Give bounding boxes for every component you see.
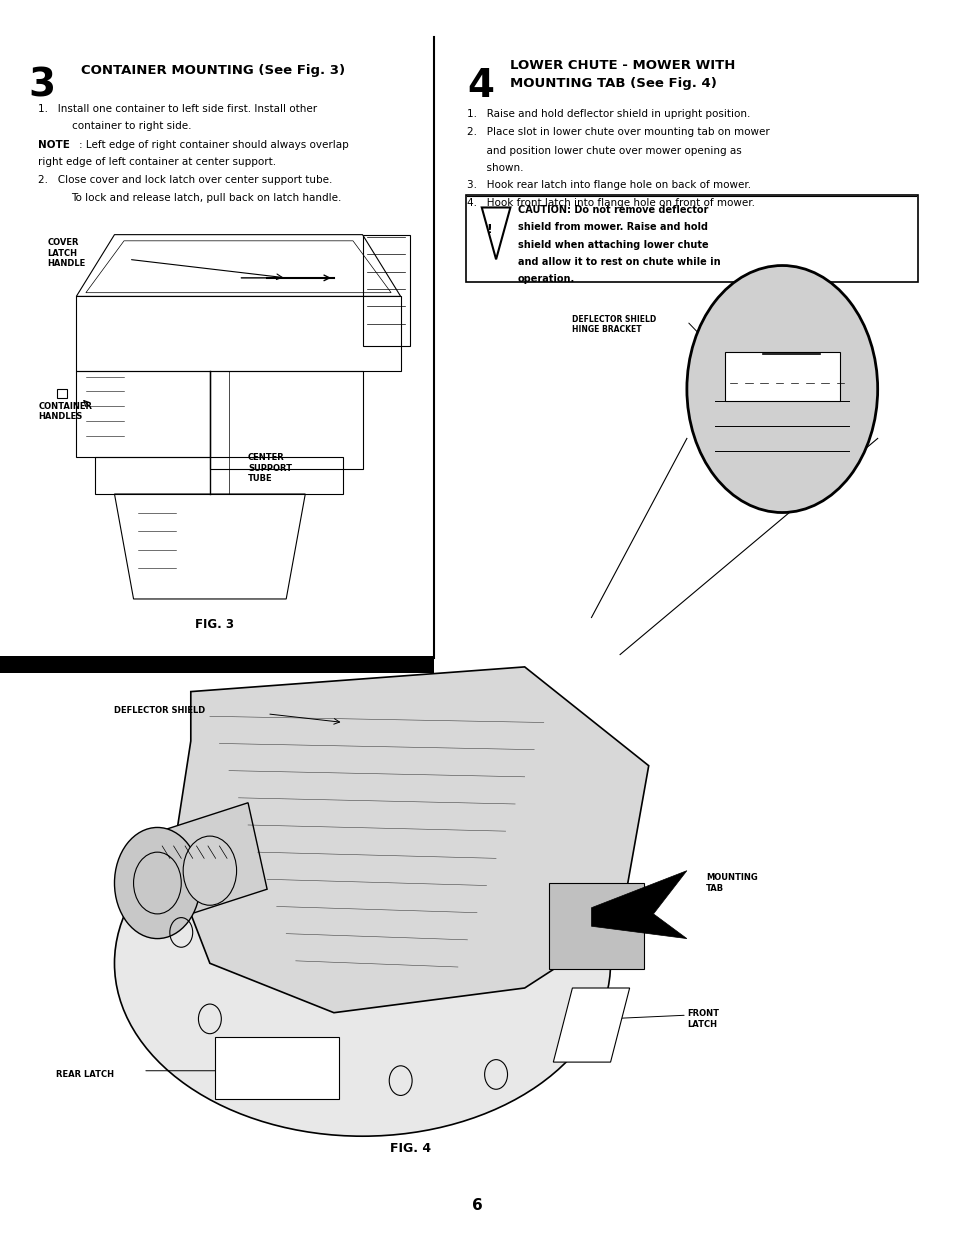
- Circle shape: [686, 266, 877, 513]
- Text: REAR LATCH: REAR LATCH: [56, 1070, 114, 1079]
- Polygon shape: [591, 871, 686, 939]
- Text: 1.   Raise and hold deflector shield in upright position.: 1. Raise and hold deflector shield in up…: [467, 109, 750, 119]
- Text: and allow it to rest on chute while in: and allow it to rest on chute while in: [517, 257, 720, 267]
- FancyBboxPatch shape: [214, 1037, 338, 1099]
- Text: !: !: [485, 224, 492, 236]
- Text: FIG. 4: FIG. 4: [389, 1142, 431, 1156]
- Text: shield when attaching lower chute: shield when attaching lower chute: [517, 240, 708, 249]
- Text: NOTE: NOTE: [38, 140, 70, 149]
- Text: operation.: operation.: [517, 274, 575, 284]
- Text: 3: 3: [29, 67, 55, 105]
- Text: DEFLECTOR SHIELD
HINGE BRACKET: DEFLECTOR SHIELD HINGE BRACKET: [572, 315, 656, 335]
- Text: shown.: shown.: [467, 163, 523, 173]
- Text: 4: 4: [467, 67, 494, 105]
- Text: FRONT
LATCH: FRONT LATCH: [686, 1009, 719, 1029]
- Text: COVER
LATCH
HANDLE: COVER LATCH HANDLE: [48, 238, 86, 268]
- Text: container to right side.: container to right side.: [71, 121, 191, 131]
- Circle shape: [114, 827, 200, 939]
- Polygon shape: [172, 667, 648, 1013]
- FancyBboxPatch shape: [724, 352, 839, 401]
- Text: right edge of left container at center support.: right edge of left container at center s…: [38, 157, 276, 167]
- Polygon shape: [481, 207, 510, 259]
- Text: CONTAINER
HANDLES: CONTAINER HANDLES: [38, 401, 92, 421]
- Text: shield from mower. Raise and hold: shield from mower. Raise and hold: [517, 222, 707, 232]
- Text: 6: 6: [471, 1198, 482, 1213]
- Text: FIG. 3: FIG. 3: [195, 618, 233, 631]
- Ellipse shape: [114, 790, 610, 1136]
- Text: and position lower chute over mower opening as: and position lower chute over mower open…: [467, 146, 741, 156]
- Text: CAUTION: Do not remove deflector: CAUTION: Do not remove deflector: [517, 205, 708, 215]
- FancyBboxPatch shape: [548, 883, 643, 969]
- Circle shape: [183, 836, 236, 905]
- Text: LOWER CHUTE - MOWER WITH: LOWER CHUTE - MOWER WITH: [510, 59, 735, 73]
- FancyBboxPatch shape: [465, 195, 917, 282]
- Text: MOUNTING
TAB: MOUNTING TAB: [705, 873, 757, 893]
- Polygon shape: [133, 803, 267, 926]
- Text: CENTER
SUPPORT
TUBE: CENTER SUPPORT TUBE: [248, 453, 292, 483]
- Text: DEFLECTOR SHIELD: DEFLECTOR SHIELD: [114, 705, 206, 715]
- Text: CONTAINER MOUNTING (See Fig. 3): CONTAINER MOUNTING (See Fig. 3): [81, 64, 345, 78]
- Text: 3.   Hook rear latch into flange hole on back of mower.: 3. Hook rear latch into flange hole on b…: [467, 180, 751, 190]
- Text: : Left edge of right container should always overlap: : Left edge of right container should al…: [79, 140, 349, 149]
- Text: MOUNTING TAB (See Fig. 4): MOUNTING TAB (See Fig. 4): [510, 77, 717, 90]
- Polygon shape: [553, 988, 629, 1062]
- Text: To lock and release latch, pull back on latch handle.: To lock and release latch, pull back on …: [71, 193, 341, 203]
- Text: 2.   Place slot in lower chute over mounting tab on mower: 2. Place slot in lower chute over mounti…: [467, 127, 769, 137]
- Text: 4.   Hook front latch into flange hole on front of mower.: 4. Hook front latch into flange hole on …: [467, 198, 755, 207]
- Text: 2.   Close cover and lock latch over center support tube.: 2. Close cover and lock latch over cente…: [38, 175, 333, 185]
- Text: 1.   Install one container to left side first. Install other: 1. Install one container to left side fi…: [38, 104, 317, 114]
- FancyBboxPatch shape: [0, 656, 434, 673]
